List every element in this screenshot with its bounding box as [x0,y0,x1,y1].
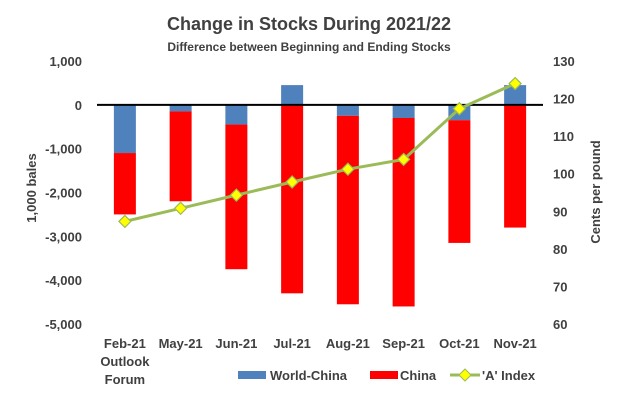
legend-china-swatch [370,371,398,379]
x-tick-label: Feb-21 [104,336,146,351]
a-index-marker [118,214,132,229]
bar-world-china [113,104,136,154]
x-tick-label: Oct-21 [439,336,479,351]
line-series-group [118,76,522,229]
right-tick-label: 100 [553,167,575,182]
legend-world-china-label: World-China [270,368,348,383]
left-tick-label: 1,000 [49,54,82,69]
left-tick-label: -5,000 [45,317,82,332]
right-axis-ticks: 130 120 110 100 90 80 70 60 [553,54,575,332]
right-tick-label: 90 [553,204,567,219]
x-tick-label: Sep-21 [382,336,425,351]
bar-china [504,104,527,228]
right-axis-label: Cents per pound [588,140,603,243]
left-axis-label: 1,000 bales [24,153,39,222]
bar-world-china [169,104,192,112]
legend: World-China China 'A' Index [238,368,536,383]
x-tick-label: Aug-21 [326,336,370,351]
bar-world-china [281,85,304,105]
bar-world-china [504,85,527,105]
left-tick-label: -2,000 [45,186,82,201]
left-axis-ticks: 1,000 0 -1,000 -2,000 -3,000 -4,000 -5,000 [45,54,82,332]
bar-world-china [225,104,248,125]
a-index-marker [173,201,188,216]
x-tick-label: May-21 [159,336,203,351]
legend-a-index-label: 'A' Index [482,368,536,383]
a-index-marker [285,175,299,189]
x-tick-label: Forum [105,372,145,387]
right-tick-label: 60 [553,317,567,332]
left-tick-label: 0 [75,98,82,113]
a-index-marker [341,162,355,177]
x-tick-label: Outlook [100,354,150,369]
left-tick-label: -4,000 [45,273,82,288]
x-axis-ticks: Feb-21 Outlook Forum May-21 Jun-21 Jul-21 Aug-… [100,336,536,387]
a-index-marker [229,188,244,202]
right-tick-label: 80 [553,242,567,257]
left-tick-label: -3,000 [45,229,82,244]
bar-world-china [392,104,415,118]
left-tick-label: -1,000 [45,142,82,157]
x-tick-label: Nov-21 [493,336,536,351]
legend-a-index-marker [458,368,472,382]
chart-title: Change in Stocks During 2021/22 [167,14,451,34]
legend-world-china-swatch [238,371,266,379]
right-tick-label: 130 [553,54,575,69]
a-index-line [124,82,516,223]
legend-china-label: China [400,368,437,383]
bar-china [169,111,192,202]
bars-group [113,85,527,307]
x-tick-label: Jul-21 [273,336,311,351]
chart-subtitle: Difference between Beginning and Ending … [167,40,451,54]
a-index-marker [508,76,522,91]
right-tick-label: 70 [553,279,567,294]
bar-china [448,120,471,243]
right-tick-label: 110 [553,129,574,144]
bar-world-china [336,104,359,116]
a-index-marker [452,101,467,116]
a-index-marker [396,152,411,167]
bar-china [336,115,359,305]
bar-china [392,117,415,307]
bar-china [281,104,304,294]
bar-china [113,153,136,215]
right-tick-label: 120 [553,92,575,107]
x-tick-label: Jun-21 [215,336,257,351]
